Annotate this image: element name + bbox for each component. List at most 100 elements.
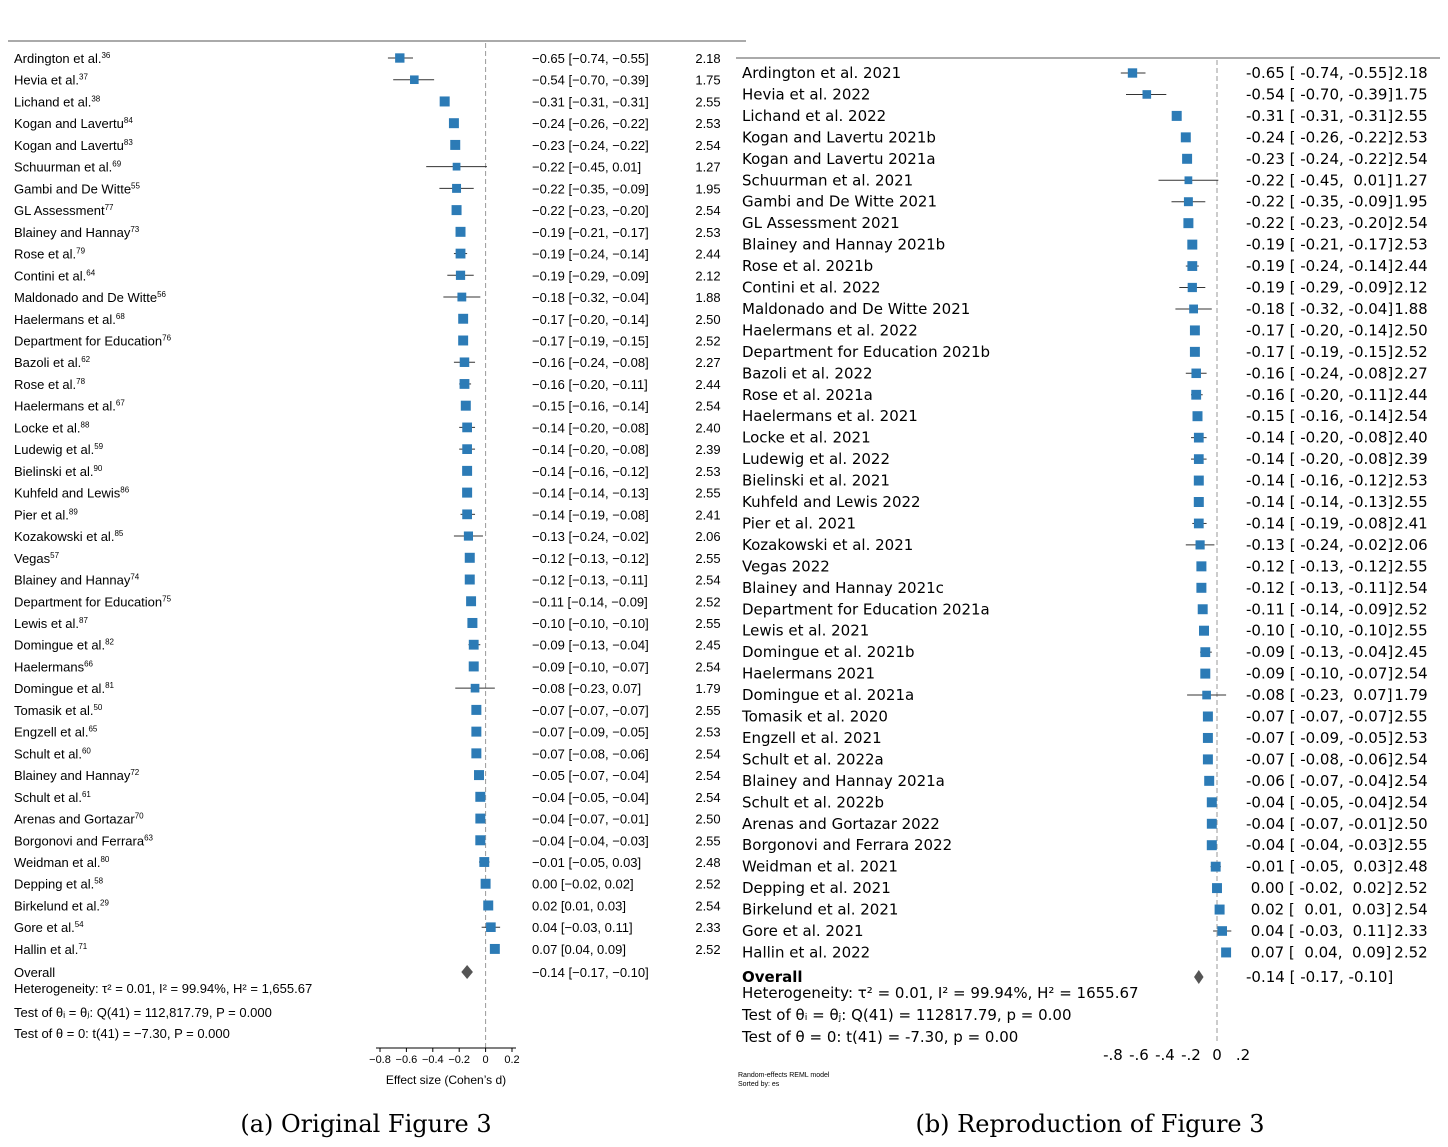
heterogeneity-stat: Test of θ = 0: t(41) = -7.30, p = 0.00 (741, 1028, 1018, 1046)
effect-ci-text: −0.12 [−0.13, −0.12] (532, 551, 649, 566)
effect-ci-text: −0.12 [−0.13, −0.11] (532, 573, 648, 588)
effect-ci-text: −0.22 [−0.23, −0.20] (532, 203, 649, 218)
weight-value: 2.52 (695, 594, 720, 609)
study-label: Kuhfeld and Lewis 2022 (742, 493, 921, 511)
effect-marker (455, 226, 466, 237)
effect-ci-text: -0.04 [ -0.04, -0.03] (1246, 836, 1393, 854)
effect-ci-text: −0.07 [−0.07, −0.07] (532, 703, 649, 718)
x-tick-label: −0.6 (396, 1054, 418, 1066)
weight-value: 2.54 (1394, 772, 1427, 790)
study-label: Schult et al. 2022a (742, 750, 884, 768)
weight-value: 2.54 (695, 138, 720, 153)
effect-marker (459, 379, 470, 389)
effect-marker (486, 922, 496, 933)
effect-marker (1200, 647, 1211, 658)
effect-marker (464, 552, 475, 563)
weight-value: 2.55 (695, 486, 720, 501)
study-label: Maldonado and De Witte56 (14, 290, 167, 305)
effect-marker (483, 900, 494, 911)
weight-value: 1.79 (1394, 686, 1427, 704)
effect-ci-text: −0.09 [−0.10, −0.07] (532, 659, 649, 674)
effect-ci-text: -0.18 [ -0.32, -0.04] (1246, 300, 1393, 318)
overall-label: Overall (742, 968, 803, 986)
study-label: Blainey and Hannay74 (14, 573, 140, 588)
study-label: Tomasik et al. 2020 (741, 708, 888, 726)
weight-value: 2.48 (695, 855, 720, 870)
weight-value: 2.52 (1394, 600, 1427, 618)
study-ref-superscript: 87 (79, 616, 88, 625)
study-ref-superscript: 58 (94, 877, 103, 886)
x-tick-label: −0.8 (369, 1054, 391, 1066)
study-ref-superscript: 61 (82, 790, 91, 799)
study-label: Kozakowski et al. 2021 (742, 536, 913, 554)
weight-value: 2.55 (1394, 493, 1427, 511)
weight-value: 2.54 (695, 203, 720, 218)
effect-marker (450, 139, 461, 150)
effect-ci-text: 0.02 [0.01, 0.03] (532, 898, 626, 913)
weight-value: 2.55 (695, 703, 720, 718)
effect-ci-text: -0.16 [ -0.20, -0.11] (1246, 386, 1393, 404)
study-ref-superscript: 38 (91, 94, 100, 103)
study-label: Domingue et al.81 (14, 681, 115, 696)
study-label: Haelermans66 (14, 659, 94, 674)
study-label: Department for Education75 (14, 594, 172, 609)
study-label: Blainey and Hannay 2021c (742, 579, 944, 597)
effect-marker (1142, 90, 1152, 99)
weight-value: 2.52 (695, 333, 720, 348)
effect-marker (1202, 711, 1213, 722)
study-ref-superscript: 62 (81, 355, 90, 364)
weight-value: 2.54 (1394, 579, 1427, 597)
effect-ci-text: 0.07 [ 0.04, 0.09] (1246, 943, 1391, 961)
weight-value: 2.41 (1394, 514, 1427, 532)
study-ref-superscript: 67 (116, 399, 125, 408)
study-ref-superscript: 37 (79, 73, 88, 82)
weight-value: 2.55 (1394, 836, 1427, 854)
weight-value: 2.52 (1394, 343, 1427, 361)
effect-ci-text: -0.14 [ -0.16, -0.12] (1246, 472, 1393, 490)
effect-ci-text: -0.07 [ -0.08, -0.06] (1246, 750, 1393, 768)
effect-marker (471, 726, 482, 737)
effect-ci-text: -0.09 [ -0.10, -0.07] (1246, 665, 1393, 683)
effect-marker (489, 943, 500, 954)
weight-value: 2.55 (1394, 622, 1427, 640)
effect-ci-text: −0.07 [−0.09, −0.05] (532, 725, 649, 740)
effect-ci-text: −0.22 [−0.45, 0.01] (532, 160, 641, 175)
study-label: Haelermans et al. 2021 (742, 407, 918, 425)
study-label: Pier et al.89 (14, 507, 78, 522)
heterogeneity-stat: Test of θᵢ = θⱼ: Q(41) = 112,817.79, P =… (14, 1005, 272, 1020)
study-label: Kogan and Lavertu 2021b (742, 128, 936, 146)
study-label: Ludewig et al.59 (14, 442, 104, 457)
weight-value: 2.54 (1394, 665, 1427, 683)
effect-ci-text: -0.07 [ -0.07, -0.07] (1246, 708, 1393, 726)
effect-ci-text: 0.02 [ 0.01, 0.03] (1246, 901, 1391, 919)
study-label: Borgonovi and Ferrara63 (14, 833, 154, 848)
study-ref-superscript: 50 (93, 703, 102, 712)
study-ref-superscript: 70 (135, 812, 144, 821)
study-ref-superscript: 85 (114, 529, 123, 538)
effect-ci-text: −0.09 [−0.13, −0.04] (532, 638, 649, 653)
caption-a: (a) Original Figure 3 (240, 1110, 491, 1138)
study-label: Lewis et al.87 (14, 616, 88, 631)
panel-b-reproduction-forest-plot: Ardington et al. 2021 -0.65 [ -0.74, -0.5… (736, 57, 1440, 1088)
effect-ci-text: -0.10 [ -0.10, -0.10] (1246, 622, 1393, 640)
x-tick-label: -.6 (1129, 1046, 1149, 1064)
effect-ci-text: −0.16 [−0.24, −0.08] (532, 355, 649, 370)
weight-value: 2.52 (695, 877, 720, 892)
effect-marker (455, 248, 466, 259)
study-label: Arenas and Gortazar70 (14, 812, 144, 827)
study-label: Lewis et al. 2021 (742, 622, 869, 640)
effect-marker (1187, 239, 1198, 250)
study-label: Lichand et al.38 (14, 94, 101, 109)
effect-ci-text: -0.06 [ -0.07, -0.04] (1246, 772, 1393, 790)
effect-ci-text: −0.23 [−0.24, −0.22] (532, 138, 649, 153)
effect-ci-text: −0.22 [−0.35, −0.09] (532, 181, 649, 196)
weight-value: 2.06 (1394, 536, 1427, 554)
effect-marker (1171, 110, 1182, 121)
effect-marker (1195, 540, 1205, 550)
effect-marker (1206, 818, 1217, 829)
effect-marker (462, 444, 472, 454)
study-label: Rose et al.79 (14, 247, 86, 262)
x-tick-label: 0.2 (504, 1054, 519, 1066)
study-label: Domingue et al.82 (14, 638, 115, 653)
study-ref-superscript: 63 (144, 833, 153, 842)
